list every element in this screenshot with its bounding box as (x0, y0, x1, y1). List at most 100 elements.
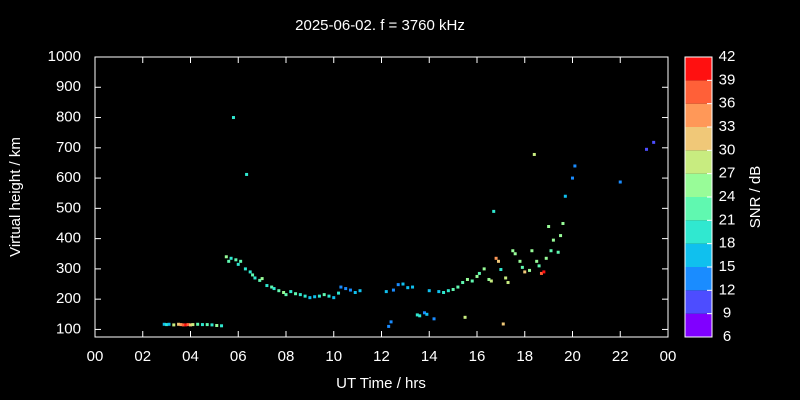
point (513, 252, 517, 256)
point (327, 294, 331, 298)
y-tick-label: 500 (56, 199, 81, 216)
point (446, 289, 450, 293)
point (506, 281, 510, 285)
point (298, 293, 302, 297)
x-tick-label: 10 (325, 348, 342, 365)
point (200, 323, 204, 327)
y-tick-label: 400 (56, 230, 81, 247)
point (437, 290, 441, 294)
point (532, 152, 536, 156)
point (542, 270, 546, 274)
point (406, 286, 410, 290)
colorbar-band (685, 127, 712, 151)
point (489, 279, 493, 283)
y-tick-label: 1000 (48, 48, 81, 65)
point (556, 250, 560, 254)
colorbar-band (685, 80, 712, 104)
point (332, 296, 336, 300)
x-tick-label: 02 (134, 348, 151, 365)
point (196, 322, 200, 326)
point (463, 315, 467, 319)
point (539, 271, 543, 275)
point (313, 295, 317, 299)
plot-frame (94, 56, 669, 338)
y-tick-label: 900 (56, 78, 81, 95)
x-tick-label: 14 (421, 348, 438, 365)
point (248, 270, 252, 274)
point (239, 259, 243, 263)
point (344, 287, 348, 291)
point (528, 268, 532, 272)
colorbar-tick-label: 15 (719, 258, 736, 275)
point (210, 323, 214, 327)
colorbar-band (685, 243, 712, 267)
colorbar-tick-label: 30 (719, 141, 736, 158)
colorbar-band (685, 197, 712, 221)
chart-title: 2025-06-02. f = 3760 kHz (295, 17, 465, 34)
point (348, 288, 352, 292)
point (535, 259, 539, 263)
point (165, 323, 169, 327)
point (353, 291, 357, 295)
point (227, 259, 231, 263)
point (303, 294, 307, 298)
x-tick-label: 00 (660, 348, 677, 365)
colorbar-band (685, 150, 712, 174)
point (487, 277, 491, 281)
colorbar-tick-label: 24 (719, 188, 736, 205)
point (317, 294, 321, 298)
point (391, 288, 395, 292)
point (236, 262, 240, 266)
point (561, 221, 565, 225)
y-tick-label: 700 (56, 139, 81, 156)
colorbar-tick-label: 36 (719, 95, 736, 112)
point (559, 234, 563, 238)
point (451, 287, 455, 291)
point (272, 287, 276, 291)
x-tick-label: 22 (612, 348, 629, 365)
colorbar-band (685, 220, 712, 244)
colorbar-band (685, 173, 712, 197)
point (358, 289, 362, 293)
point (177, 322, 181, 326)
y-tick-label: 300 (56, 260, 81, 277)
x-axis-label: UT Time / hrs (336, 375, 426, 392)
colorbar-tick-label: 18 (719, 235, 736, 252)
x-tick-label: 00 (87, 348, 104, 365)
point (308, 296, 312, 300)
y-tick-label: 200 (56, 290, 81, 307)
point (422, 311, 426, 315)
point (215, 323, 219, 327)
point (167, 322, 171, 326)
point (652, 140, 656, 144)
colorbar-label: SNR / dB (747, 166, 764, 229)
point (482, 267, 486, 271)
point (220, 324, 224, 328)
point (322, 293, 326, 297)
point (470, 279, 474, 283)
point (456, 285, 460, 289)
point (411, 285, 415, 289)
y-tick-label: 600 (56, 169, 81, 186)
point (396, 283, 400, 287)
point (477, 271, 481, 275)
point (282, 291, 286, 295)
point (518, 259, 522, 263)
colorbar-tick-label: 12 (719, 281, 736, 298)
colorbar-tick-label: 39 (719, 71, 736, 88)
point (511, 249, 515, 253)
point (442, 291, 446, 295)
point (162, 322, 166, 326)
point (184, 323, 188, 327)
point (253, 276, 257, 280)
colorbar-tick-label: 9 (723, 305, 731, 322)
point (172, 323, 176, 327)
point (461, 281, 465, 285)
colorbar-tick-label: 33 (719, 118, 736, 135)
point (537, 264, 541, 268)
point (551, 238, 555, 242)
y-axis-label: Virtual height / km (7, 137, 24, 257)
point (189, 323, 192, 327)
point (504, 276, 508, 280)
point (284, 293, 288, 297)
